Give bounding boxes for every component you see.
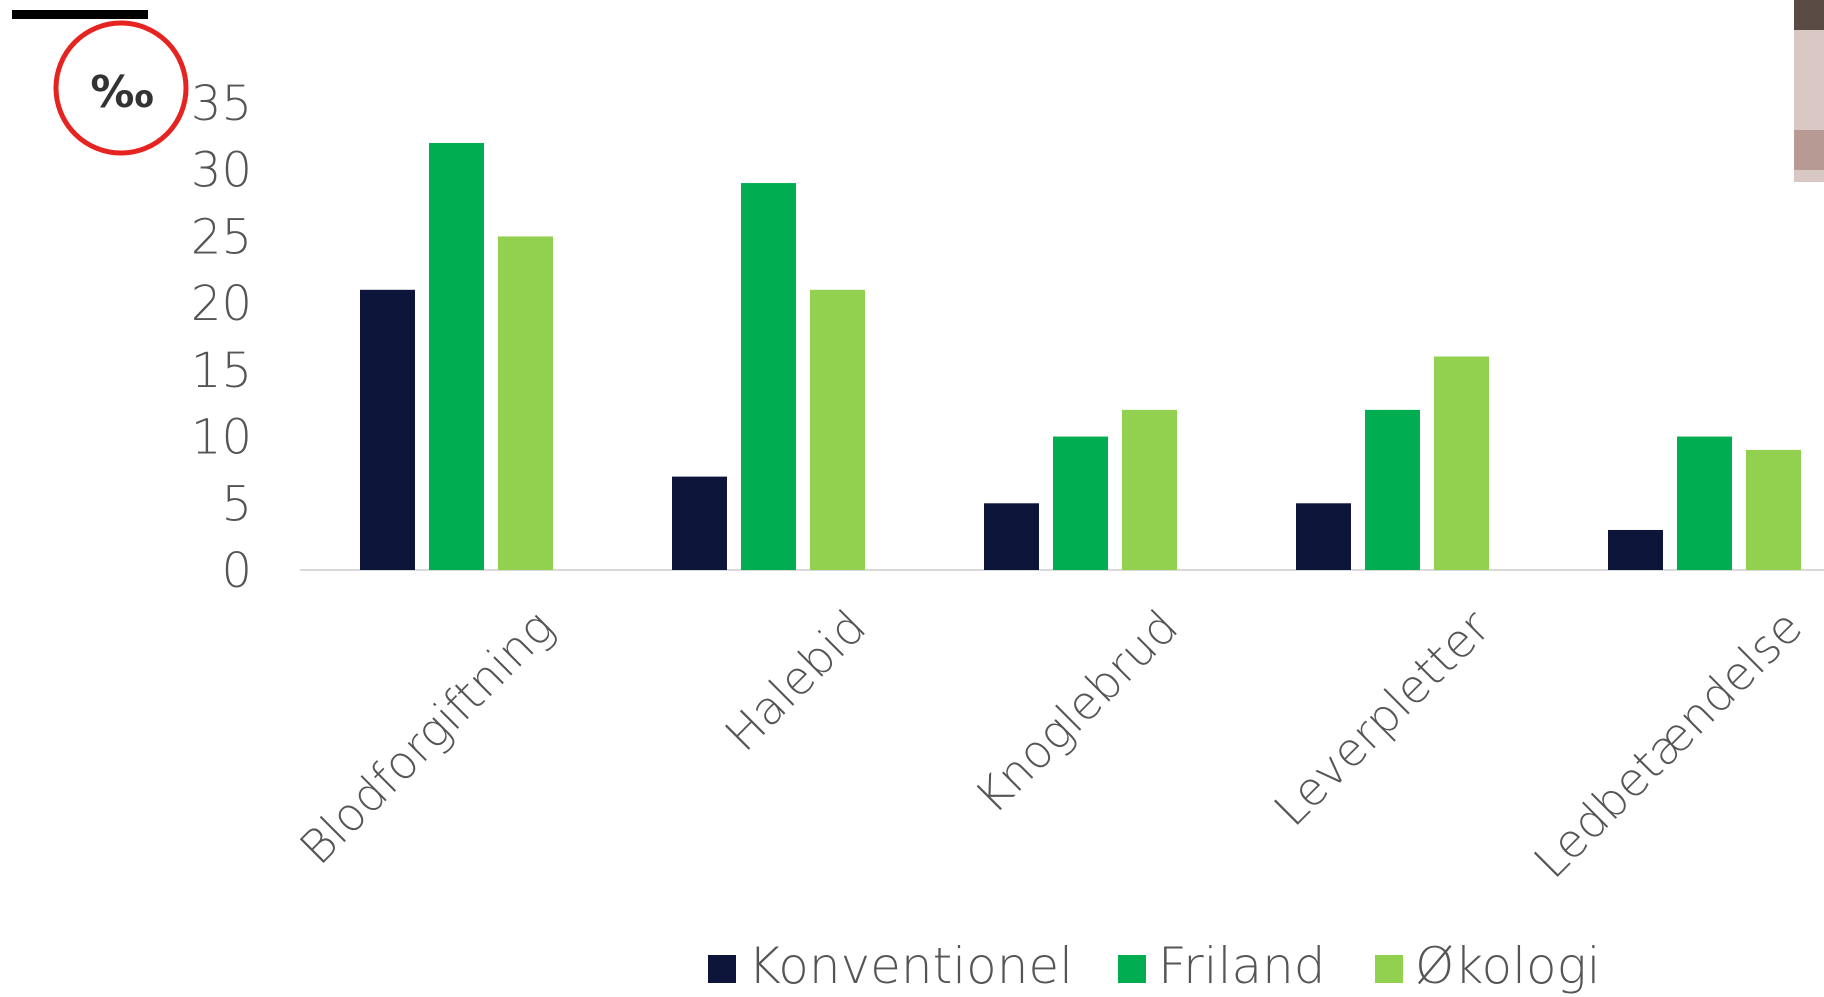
- legend-swatch: [1118, 955, 1146, 983]
- bar-konventionel-2: [984, 503, 1039, 570]
- bar-konventionel-1: [672, 476, 727, 570]
- bar-kologi-3: [1434, 356, 1489, 570]
- bar-friland-4: [1677, 436, 1732, 570]
- bar-konventionel-4: [1608, 529, 1663, 570]
- category-labels: Blodforgiftning Halebid Knoglebrud Leverple…: [289, 600, 1812, 889]
- y-tick-label: 10: [191, 410, 252, 466]
- photo-fragment: [1794, 0, 1824, 182]
- bar-konventionel-3: [1296, 503, 1351, 570]
- y-tick-label: 25: [191, 209, 252, 265]
- bar-friland-0: [429, 143, 484, 570]
- y-tick-label: 15: [191, 343, 252, 399]
- bar-kologi-0: [498, 236, 553, 570]
- bar-kologi-1: [810, 289, 865, 570]
- bars: [360, 143, 1801, 571]
- top-left-line: [12, 10, 148, 19]
- category-label: Blodforgiftning: [289, 600, 564, 875]
- bar-friland-1: [741, 183, 796, 571]
- bar-kologi-2: [1122, 409, 1177, 570]
- y-tick-label: 0: [221, 543, 252, 599]
- y-tick-label: 30: [191, 143, 252, 199]
- category-label: Ledbetændelse: [1523, 600, 1812, 889]
- unit-label: ‰: [90, 67, 153, 118]
- y-tick-label: 35: [191, 76, 252, 132]
- y-axis-ticks: 0 5 10 15 20 25 30 35: [191, 76, 252, 599]
- legend-swatch: [708, 955, 736, 983]
- legend-label: Friland: [1158, 937, 1326, 995]
- bar-friland-2: [1053, 436, 1108, 570]
- unit-annotation: ‰: [53, 20, 189, 156]
- y-tick-label: 20: [191, 276, 252, 332]
- category-label: Halebid: [714, 600, 876, 762]
- annotation-circle: [53, 20, 189, 156]
- bar-friland-3: [1365, 409, 1420, 570]
- category-label: Leverpletter: [1263, 600, 1500, 837]
- y-tick-label: 5: [221, 476, 252, 532]
- legend-swatch: [1375, 955, 1403, 983]
- bar-konventionel-0: [360, 289, 415, 570]
- legend: Konventionel Friland Økologi: [708, 937, 1601, 995]
- category-label: Knoglebrud: [964, 600, 1188, 824]
- bar-kologi-4: [1746, 449, 1801, 570]
- legend-label: Konventionel: [748, 937, 1073, 995]
- legend-label: Økologi: [1415, 937, 1601, 995]
